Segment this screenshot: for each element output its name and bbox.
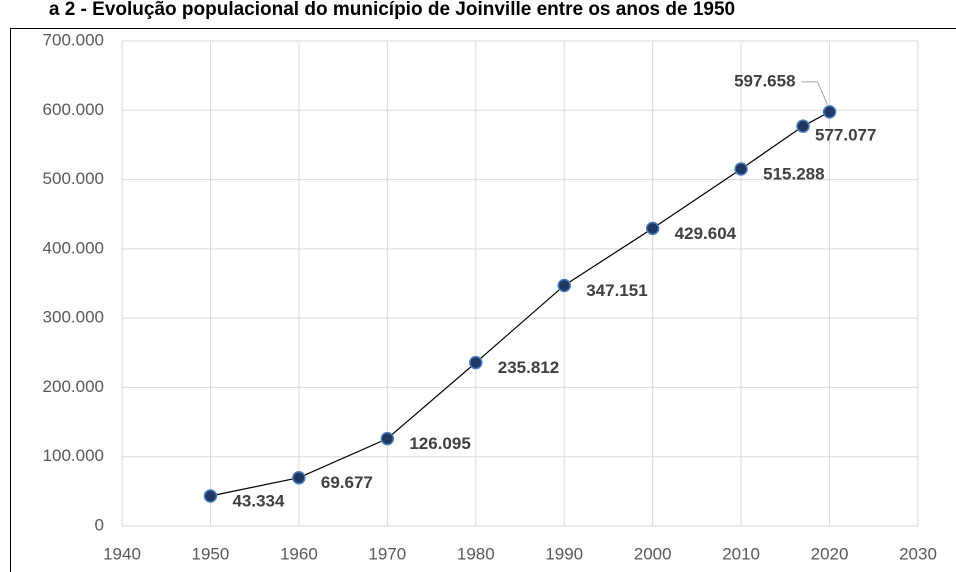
x-tick-label: 2020 (811, 544, 849, 563)
x-tick-label: 1940 (103, 544, 141, 563)
x-tick-label: 1960 (280, 544, 318, 563)
y-tick-label: 500.000 (43, 169, 104, 188)
y-tick-label: 400.000 (43, 238, 104, 257)
y-tick-label: 200.000 (43, 377, 104, 396)
point (292, 470, 306, 485)
data-label: 597.658 (734, 71, 795, 90)
point (469, 355, 483, 370)
point (734, 162, 748, 176)
data-label: 126.095 (409, 434, 470, 453)
x-tick-label: 1970 (368, 544, 406, 563)
x-tick-label: 2010 (722, 544, 760, 563)
point (645, 221, 660, 236)
y-tick-label: 100.000 (43, 446, 104, 465)
data-label: 429.604 (675, 224, 737, 243)
x-tick-label: 1980 (457, 544, 495, 563)
point (380, 431, 395, 446)
x-tick-label: 1990 (545, 544, 583, 563)
leader-line (801, 81, 829, 106)
chart-title: a 2 - Evolução populacional do município… (49, 0, 735, 20)
chart-frame (10, 28, 956, 572)
x-tick-label: 2030 (899, 544, 937, 563)
point (796, 119, 810, 133)
point (822, 105, 837, 119)
point (203, 489, 218, 503)
y-tick-label: 300.000 (43, 308, 104, 327)
data-label: 235.812 (498, 358, 559, 377)
data-label: 69.677 (321, 473, 373, 492)
point (557, 278, 571, 293)
x-tick-label: 2000 (634, 544, 672, 563)
x-tick-label: 1950 (192, 544, 230, 563)
y-tick-label: 700.000 (43, 30, 104, 49)
data-label: 515.288 (763, 164, 824, 183)
y-tick-label: 0 (95, 515, 104, 534)
data-label: 43.334 (232, 491, 285, 510)
data-label: 577.077 (815, 126, 876, 145)
y-tick-label: 600.000 (43, 100, 104, 119)
data-label: 347.151 (586, 281, 647, 300)
